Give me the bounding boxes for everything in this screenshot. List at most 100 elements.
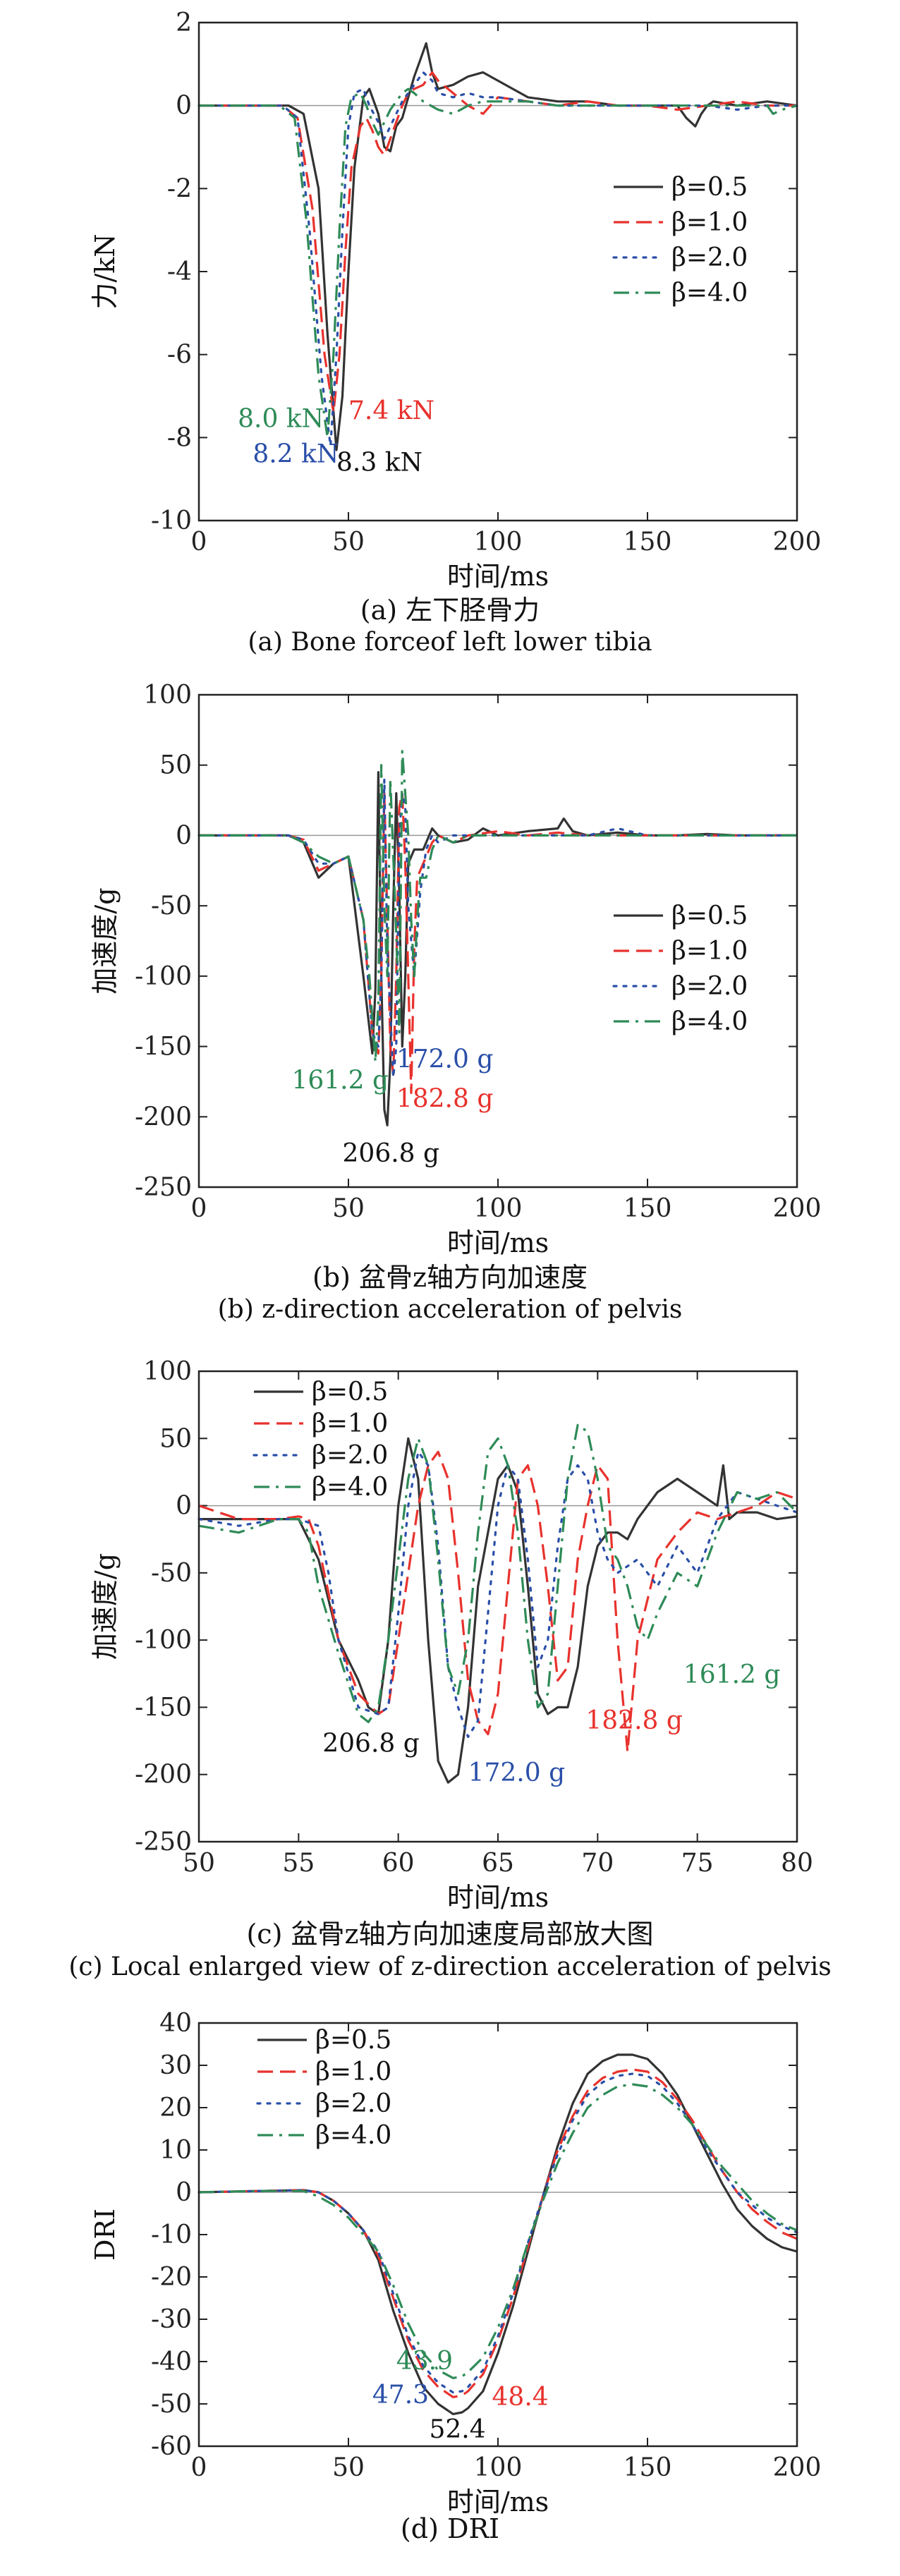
caption-subtitle: (b) z-direction acceleration of pelvis [218, 1295, 683, 1324]
annotation-label: 8.2 kN [253, 440, 339, 469]
x-tick-label: 200 [773, 528, 822, 557]
y-tick-label: -8 [167, 423, 192, 452]
legend-label-3: β=2.0 [671, 972, 748, 1001]
annotation-label: 8.3 kN [336, 448, 422, 477]
legend-label-3: β=2.0 [671, 243, 748, 272]
x-tick-label: 60 [382, 1849, 415, 1878]
series-line-2 [198, 2068, 798, 2398]
series-line-1 [198, 2053, 798, 2415]
y-tick-label: -100 [135, 962, 192, 991]
y-tick-label: -10 [151, 2220, 192, 2249]
annotation-label: 182.8 g [585, 1706, 683, 1735]
legend-label-1: β=0.5 [315, 2026, 391, 2055]
y-axis-label: 加速度/g [90, 887, 121, 994]
x-axis-label: 时间/ms [447, 2486, 549, 2517]
y-tick-label: -30 [151, 2305, 192, 2334]
y-tick-label: -150 [135, 1693, 192, 1722]
y-tick-label: -50 [151, 1559, 192, 1588]
y-tick-label: -4 [167, 257, 192, 286]
series-line-3 [197, 2072, 798, 2394]
x-tick-label: 0 [191, 528, 207, 557]
y-tick-label: -200 [135, 1102, 192, 1131]
caption-title: (a) 左下胫骨力 [360, 595, 540, 626]
x-tick-label: 150 [624, 1194, 672, 1223]
x-tick-label: 100 [474, 528, 523, 557]
legend-label-3: β=2.0 [312, 1441, 388, 1470]
annotation-label: 172.0 g [396, 1045, 494, 1074]
x-tick-label: 65 [482, 1849, 514, 1878]
plot-frame [197, 1370, 798, 1843]
legend-label-3: β=2.0 [315, 2089, 391, 2118]
x-tick-label: 50 [332, 1194, 365, 1223]
y-tick-label: 10 [159, 2136, 192, 2165]
panel-a-line-chart: 0 50 100 150 200 -10 -8 -6 -4 -2 0 2 时间/ms 力/kN β=0.5 β… [90, 8, 821, 657]
y-axis-label: 加速度/g [90, 1553, 121, 1660]
caption-title: (b) 盆骨z轴方向加速度 [312, 1262, 588, 1293]
y-tick-label: 0 [176, 821, 192, 850]
series-line-2 [199, 71, 797, 414]
legend-label-4: β=4.0 [671, 1007, 748, 1036]
legend-label-4: β=4.0 [315, 2121, 391, 2150]
y-tick-label: 50 [159, 751, 192, 780]
y-tick-label: 100 [143, 1357, 192, 1386]
annotation-label: 43.9 [396, 2347, 453, 2376]
caption-subtitle: (c) Local enlarged view of z-direction a… [68, 1952, 831, 1981]
series-line-1 [199, 771, 797, 1126]
annotation-label: 206.8 g [322, 1729, 420, 1758]
x-tick-label: 200 [773, 1194, 822, 1223]
x-tick-label: 200 [773, 2453, 822, 2482]
x-tick-label: 150 [624, 528, 672, 557]
x-tick-label: 100 [474, 1194, 523, 1223]
y-tick-label: 0 [176, 92, 192, 121]
annotation-label: 182.8 g [396, 1084, 494, 1113]
y-tick-label: -20 [151, 2263, 192, 2292]
plot-frame [197, 2022, 798, 2448]
panel-d-line-chart: 0 50 100 150 200 -60 -50 -40 -30 -20 -10 0 10 20 30 40 时… [90, 2009, 821, 2544]
annotation-label: 206.8 g [343, 1139, 440, 1168]
y-tick-label: -2 [167, 174, 192, 203]
legend-label-2: β=1.0 [315, 2058, 391, 2086]
y-tick-label: -200 [135, 1761, 192, 1790]
series-line-4 [198, 2083, 798, 2379]
y-tick-label: 40 [159, 2009, 192, 2038]
x-axis-label: 时间/ms [447, 561, 549, 592]
x-tick-label: 150 [624, 2453, 672, 2482]
series-line-1 [199, 1437, 798, 1784]
y-tick-label: 2 [176, 8, 192, 37]
x-tick-label: 100 [474, 2453, 523, 2482]
y-tick-label: -60 [151, 2432, 192, 2461]
y-tick-label: -250 [135, 1828, 192, 1857]
plot-frame [197, 693, 798, 1189]
plot-frame [197, 21, 798, 522]
y-axis-label: 力/kN [90, 233, 121, 309]
y-tick-label: 100 [143, 681, 192, 710]
y-tick-label: 0 [176, 1492, 192, 1521]
panel-b-line-chart: 0 50 100 150 200 -250 -200 -150 -100 -50 0 50 100 时间/… [90, 681, 821, 1324]
y-tick-label: -50 [151, 2390, 192, 2419]
series-line-4 [198, 1423, 798, 1723]
annotation-label: 161.2 g [683, 1660, 781, 1689]
panel-c-line-chart: 50 55 60 65 70 75 80 -250 -200 -150 -100 -50 0 50 100 时… [68, 1357, 831, 1981]
legend-label-1: β=0.5 [671, 901, 748, 930]
legend-label-1: β=0.5 [312, 1378, 388, 1407]
x-tick-label: 50 [332, 2453, 365, 2482]
y-axis-label: DRI [90, 2209, 121, 2261]
y-tick-label: -150 [135, 1033, 192, 1062]
annotation-label: 172.0 g [468, 1758, 566, 1787]
x-tick-label: 75 [681, 1849, 714, 1878]
x-tick-label: 70 [581, 1849, 614, 1878]
y-tick-label: -250 [135, 1173, 192, 1202]
x-tick-label: 50 [183, 1849, 215, 1878]
y-tick-label: -40 [151, 2347, 192, 2376]
y-tick-label: 0 [176, 2178, 192, 2207]
y-tick-label: -10 [151, 506, 192, 535]
y-tick-label: 50 [159, 1424, 192, 1453]
annotation-label: 8.0 kN [238, 405, 324, 434]
legend-label-2: β=1.0 [671, 208, 748, 237]
y-tick-label: 20 [159, 2094, 192, 2122]
legend-label-2: β=1.0 [671, 937, 748, 966]
series-line-2 [198, 1450, 798, 1753]
y-tick-label: -50 [151, 892, 192, 921]
x-axis-label: 时间/ms [447, 1227, 549, 1258]
